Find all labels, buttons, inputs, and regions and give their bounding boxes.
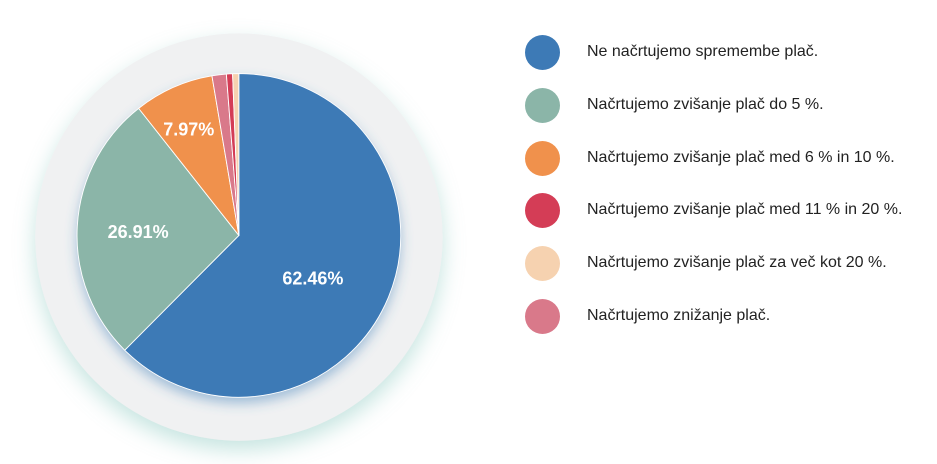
svg-text:62.46%: 62.46% (282, 268, 343, 288)
svg-text:7.97%: 7.97% (163, 120, 214, 140)
svg-text:26.91%: 26.91% (108, 222, 169, 242)
